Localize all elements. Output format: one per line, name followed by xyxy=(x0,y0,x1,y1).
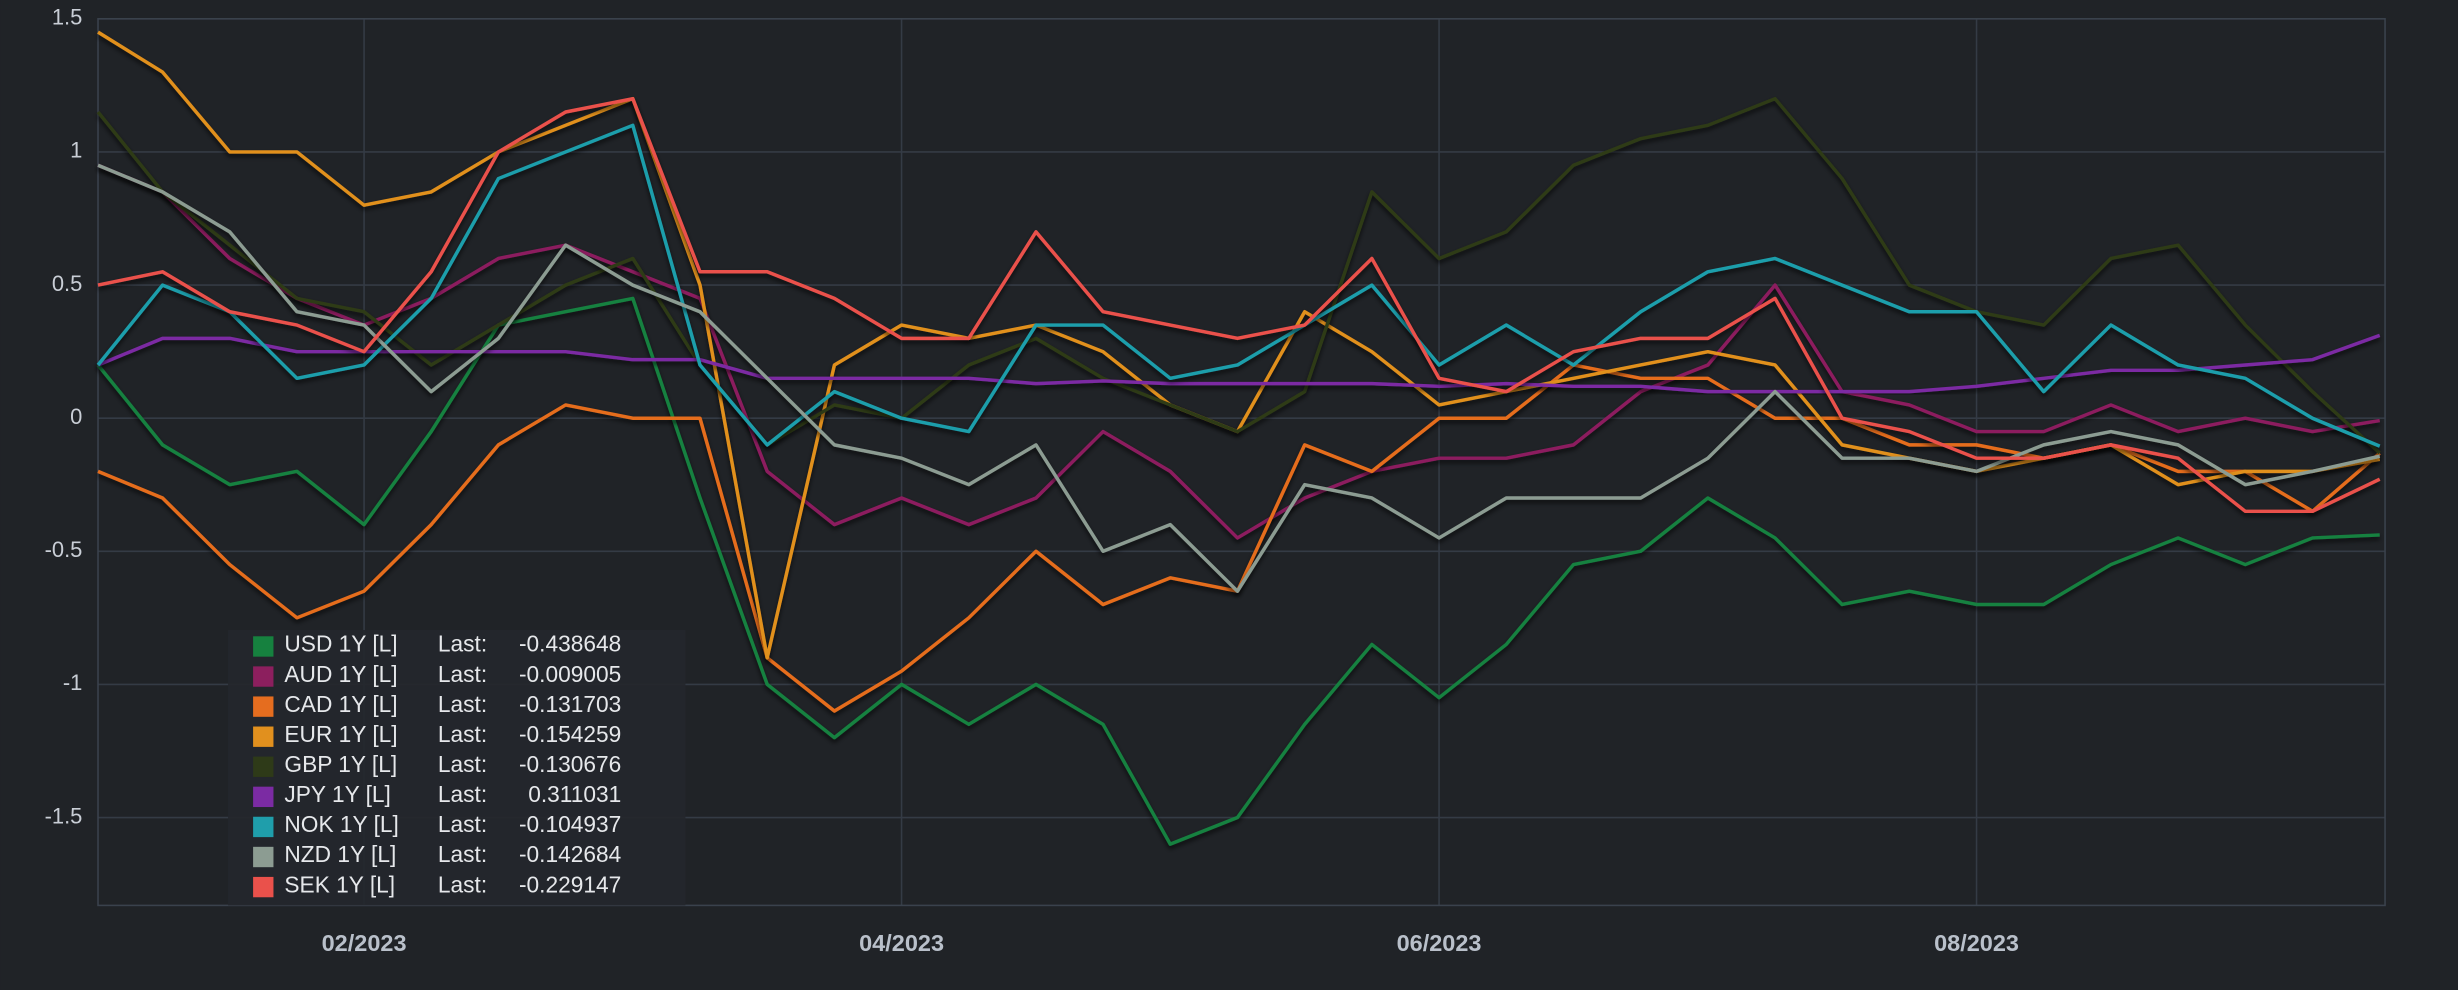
legend-label: AUD 1Y [L] xyxy=(284,661,397,687)
legend-last-value: 0.311031 xyxy=(528,781,621,807)
legend-box xyxy=(228,630,686,906)
legend-last-value: -0.438648 xyxy=(519,631,621,657)
legend-last-label: Last: xyxy=(438,781,487,807)
legend-label: EUR 1Y [L] xyxy=(284,721,397,747)
series-line xyxy=(96,96,2381,455)
legend-label: NOK 1Y [L] xyxy=(284,811,398,837)
legend-last-value: -0.142684 xyxy=(519,841,621,867)
series-line xyxy=(97,96,2381,514)
y-tick-label: 0.5 xyxy=(52,271,82,296)
legend-label: CAD 1Y [L] xyxy=(284,691,397,717)
legend-label: SEK 1Y [L] xyxy=(284,871,395,897)
series-line xyxy=(97,163,2380,540)
legend-last-value: -0.104937 xyxy=(519,811,621,837)
y-tick-label: 1.5 xyxy=(52,5,82,30)
legend-last-value: -0.131703 xyxy=(519,691,621,717)
y-tick-label: 0 xyxy=(70,404,82,429)
plot-border xyxy=(97,18,2386,907)
legend-swatch xyxy=(253,786,274,808)
legend-label: GBP 1Y [L] xyxy=(284,751,397,777)
legend-label: JPY 1Y [L] xyxy=(284,781,390,807)
legend-last-value: -0.229147 xyxy=(519,871,621,897)
legend: USD 1Y [L] Last: -0.438648 AUD 1Y [L] Last: -… xyxy=(228,630,686,906)
x-tick-label: 08/2023 xyxy=(1934,930,2019,956)
series-line xyxy=(96,296,2380,846)
legend-last-label: Last: xyxy=(438,661,487,687)
legend-swatch xyxy=(253,756,274,777)
legend-swatch xyxy=(253,816,274,838)
legend-swatch xyxy=(253,876,274,898)
y-tick-label: -0.5 xyxy=(45,537,83,562)
legend-swatch xyxy=(253,846,274,868)
legend-last-label: Last: xyxy=(438,751,487,777)
legend-last-label: Last: xyxy=(438,631,487,657)
legend-swatch xyxy=(253,726,274,747)
legend-swatch xyxy=(253,666,274,687)
legend-last-label: Last: xyxy=(438,871,487,897)
legend-swatch xyxy=(253,636,274,657)
x-tick-label: 02/2023 xyxy=(322,930,407,956)
legend-last-value: -0.154259 xyxy=(519,721,621,747)
x-tick-label: 06/2023 xyxy=(1397,930,1482,956)
legend-last-value: -0.130676 xyxy=(519,751,621,777)
x-tick-label: 04/2023 xyxy=(859,930,944,956)
legend-label: USD 1Y [L] xyxy=(284,631,397,657)
legend-last-value: -0.009005 xyxy=(519,661,621,687)
legend-last-label: Last: xyxy=(438,721,487,747)
legend-last-label: Last: xyxy=(438,691,487,717)
series-line xyxy=(97,333,2381,394)
legend-last-label: Last: xyxy=(438,841,487,867)
y-tick-label: -1 xyxy=(63,670,83,695)
series-line xyxy=(97,163,2381,593)
legend-label: NZD 1Y [L] xyxy=(284,841,396,867)
legend-last-label: Last: xyxy=(438,811,487,837)
legend-swatch xyxy=(253,696,274,717)
y-tick-label: 1 xyxy=(70,138,82,163)
y-tick-label: -1.5 xyxy=(45,803,83,828)
series-line xyxy=(96,123,2381,448)
